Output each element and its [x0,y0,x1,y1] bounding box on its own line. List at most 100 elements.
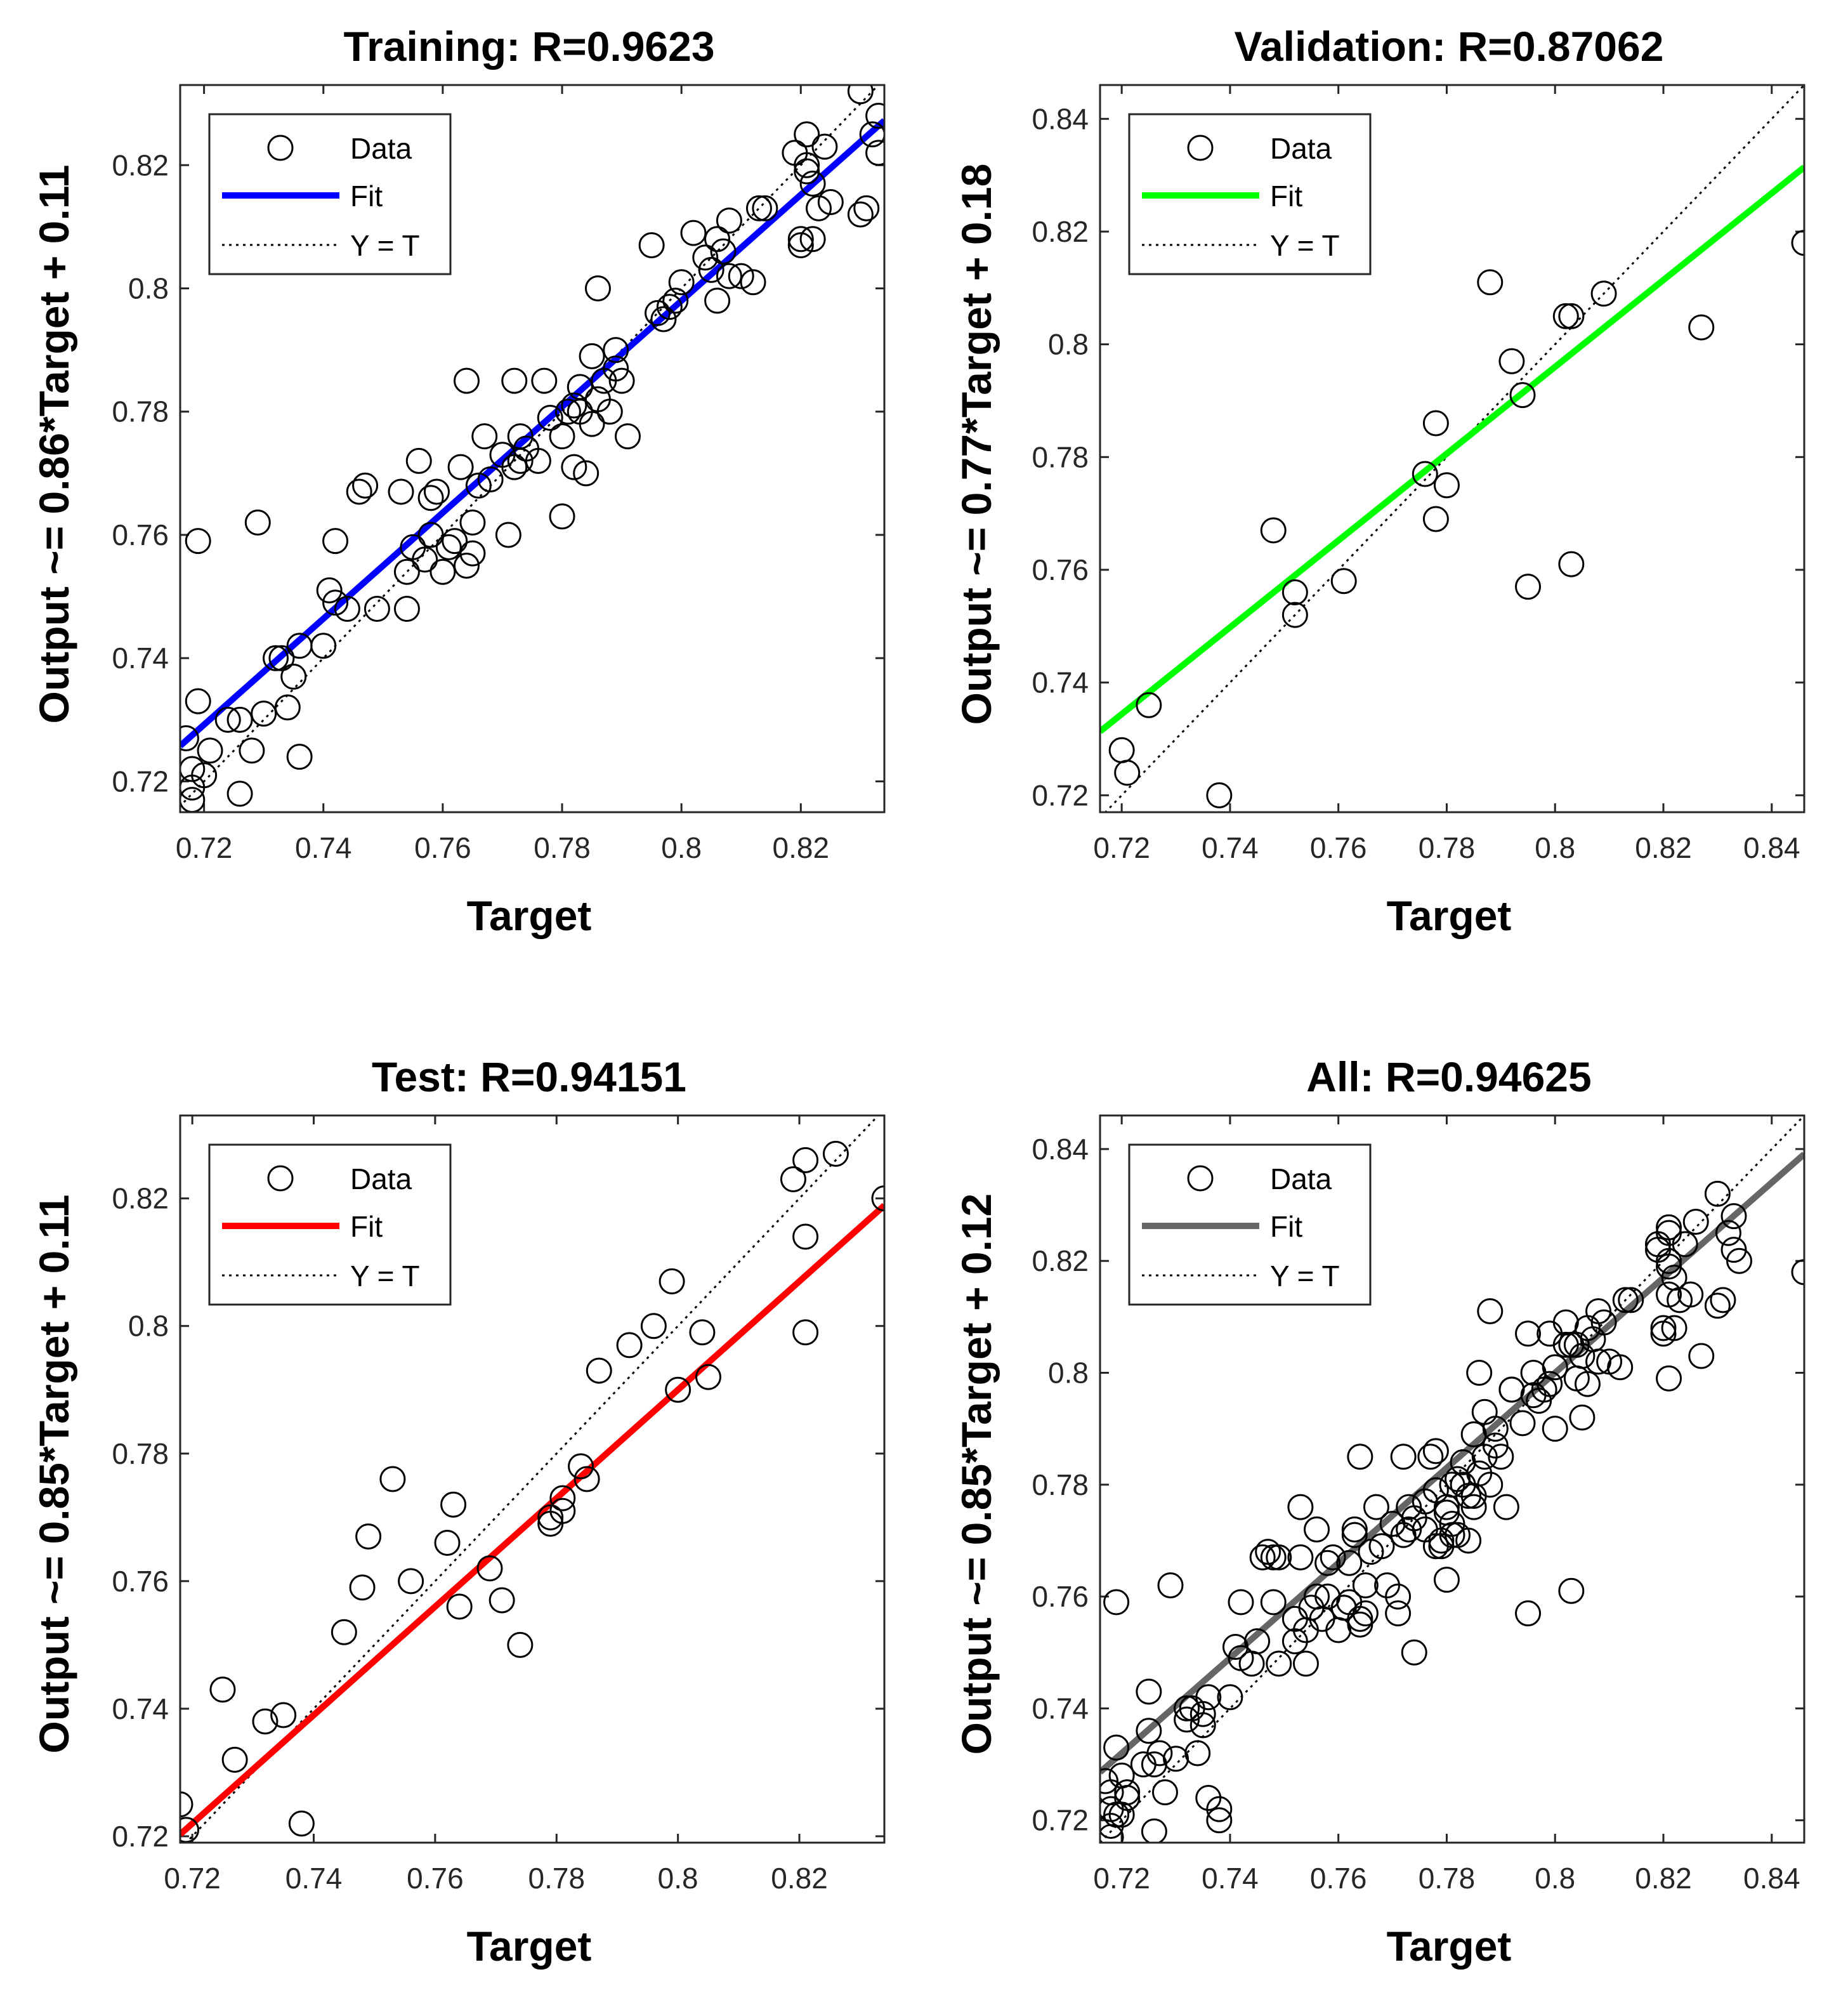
test-ytick-label: 0.74 [112,1692,169,1725]
validation-ytick-label: 0.74 [1032,666,1089,699]
all-data-point [1195,1684,1222,1711]
all-data-point [1114,1779,1141,1806]
test-legend-data-label: Data [350,1162,412,1195]
training-data-point [268,645,295,671]
validation-xtick-label: 0.78 [1419,831,1476,864]
training-data-point [429,558,456,585]
training-data-point [322,528,349,555]
training-legend-data-label: Data [350,132,412,165]
all-data-point [1542,1416,1568,1442]
test-data-point [209,1676,236,1703]
all-data-point [1656,1214,1682,1240]
all-data-point [1352,1572,1379,1598]
all-data-point [1141,1751,1167,1778]
test-ticks: 0.72 0.74 0.76 0.78 0.8 0.82 0.72 0.74 0.76 0.78 0… [112,1115,884,1895]
validation-xlabel: Target [1387,892,1512,939]
training-ylabel: Output ~= 0.86*Target + 0.11 [30,165,77,724]
test-legend-identity-label: Y = T [350,1260,420,1293]
all-data-point [1244,1628,1271,1655]
all-data-point [1260,1589,1287,1615]
test-xtick-label: 0.78 [528,1862,586,1895]
training-xlabel: Target [467,892,592,939]
all-data-point [1228,1589,1254,1615]
training-data-point [608,367,635,394]
all-data-point [1151,1779,1178,1806]
training-data-point [787,232,814,259]
training-data-point [180,725,199,751]
all-data-point [1569,1404,1596,1431]
test-xtick-label: 0.74 [285,1862,343,1895]
training-data-point [787,226,814,253]
all-data-point [1103,1589,1130,1615]
training-data-point [185,688,211,714]
test-data-point [549,1497,576,1524]
training-data-point [477,466,504,493]
test-data-point [871,1185,884,1212]
training-xtick-label: 0.8 [661,831,702,864]
all-data-point [1656,1365,1682,1392]
training-data-point [316,577,343,603]
all-data-point [1206,1807,1233,1834]
training-data-point [435,534,462,560]
all-data-point [1287,1544,1314,1570]
training-data-point [806,195,832,221]
training-data-point [704,287,731,314]
training-data-point [817,189,844,216]
all-data-point [1542,1354,1568,1381]
all-data-point [1281,1605,1308,1632]
training-data-point [716,263,742,289]
all-data-point [1320,1544,1346,1570]
training-data-point [495,522,521,548]
training-data-point [412,546,438,573]
all-data-point [1141,1818,1167,1843]
all-data-point [1352,1600,1379,1627]
all-xlabel: Target [1387,1923,1512,1970]
all-data-point [1336,1550,1363,1576]
test-data-point [792,1147,819,1173]
validation-data-point [1590,280,1617,307]
all-ylabel: Output ~= 0.85*Target + 0.12 [953,1194,1000,1755]
all-axes-box [1099,1114,1805,1844]
all-data-point [1163,1746,1189,1772]
training-data-point [274,694,301,721]
training-data-point [698,256,724,283]
training-data-point [334,596,360,622]
validation-data-point [1422,410,1449,437]
all-data-point [1401,1639,1427,1666]
all-data-point [1656,1253,1682,1280]
all-data-point [1520,1360,1547,1386]
training-data-point [745,195,772,221]
validation-data-point [1281,579,1308,606]
training-data-point [847,85,874,105]
validation-legend-data-label: Data [1270,132,1332,165]
training-data-point [561,392,587,419]
all-data-point [1498,1376,1525,1403]
training-data-point [352,472,379,499]
all-data-point [1390,1444,1417,1470]
training-xtick-label: 0.72 [176,831,233,864]
training-data-point [638,232,665,259]
training-data-point [393,558,420,585]
all-data-point [1704,1180,1731,1207]
training-data-point [501,454,528,480]
training-data-point [531,367,558,394]
all-data-point [1455,1482,1482,1509]
validation-data-point [1688,314,1715,341]
all-data-point [1249,1544,1276,1570]
training-data-point [459,540,486,567]
all-data-point [1174,1706,1200,1733]
all-data-point [1266,1650,1292,1677]
all-legend-fit-label: Fit [1270,1210,1302,1243]
test-data-point [349,1574,376,1601]
all-data-point [1281,1628,1308,1655]
training-data-point [615,423,641,450]
validation-xtick-label: 0.74 [1202,831,1259,864]
validation-data-point [1206,782,1233,808]
training-data-point [286,744,313,770]
test-xlabel: Target [467,1923,592,1970]
validation-ytick-label: 0.82 [1032,215,1089,248]
all-data-point [1341,1516,1368,1543]
all-data-point [1260,1544,1287,1570]
training-data-point [263,645,289,671]
validation-ytick-label: 0.8 [1048,328,1089,361]
